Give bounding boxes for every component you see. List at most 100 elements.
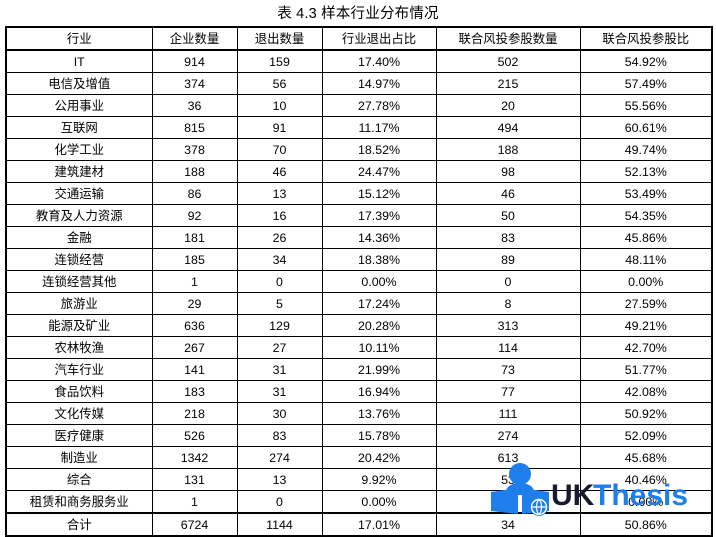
table-row: 制造业 1342 274 20.42% 613 45.68% <box>5 446 713 469</box>
exit-ratio-cell: 0.00% <box>321 490 437 514</box>
industry-cell: 公用事业 <box>5 94 153 117</box>
exit-ratio-cell: 16.94% <box>321 380 437 403</box>
company-count-cell: 526 <box>151 424 238 447</box>
jv-count-cell: 188 <box>435 138 581 161</box>
exit-ratio-cell: 9.92% <box>321 468 437 491</box>
jv-count-cell: 73 <box>435 358 581 381</box>
table-row: 旅游业 29 5 17.24% 8 27.59% <box>5 292 713 315</box>
table-row: IT 914 159 17.40% 502 54.92% <box>5 49 713 73</box>
jv-ratio-cell: 27.59% <box>579 292 713 315</box>
table-row: 连锁经营其他 1 0 0.00% 0 0.00% <box>5 270 713 293</box>
table-header-row: 行业 企业数量 退出数量 行业退出占比 联合风投参股数量 联合风投参股比 <box>5 26 713 51</box>
industry-cell: 合计 <box>5 512 153 537</box>
company-count-cell: 378 <box>151 138 238 161</box>
industry-cell: 农林牧渔 <box>5 336 153 359</box>
table-row: 电信及增值 374 56 14.97% 215 57.49% <box>5 72 713 95</box>
jv-ratio-cell: 0.00% <box>579 490 713 514</box>
column-header-exit-count: 退出数量 <box>236 26 323 51</box>
jv-count-cell: 494 <box>435 116 581 139</box>
exit-ratio-cell: 17.39% <box>321 204 437 227</box>
exit-ratio-cell: 17.40% <box>321 49 437 73</box>
exit-ratio-cell: 20.28% <box>321 314 437 337</box>
jv-ratio-cell: 0.00% <box>579 270 713 293</box>
exit-ratio-cell: 15.78% <box>321 424 437 447</box>
table-container: 行业 企业数量 退出数量 行业退出占比 联合风投参股数量 联合风投参股比 IT 9… <box>5 26 713 537</box>
exit-count-cell: 70 <box>236 138 323 161</box>
exit-ratio-cell: 17.24% <box>321 292 437 315</box>
jv-count-cell: 8 <box>435 292 581 315</box>
industry-cell: 交通运输 <box>5 182 153 205</box>
industry-cell: 连锁经营 <box>5 248 153 271</box>
industry-cell: 综合 <box>5 468 153 491</box>
jv-count-cell: 53 <box>435 468 581 491</box>
industry-cell: 制造业 <box>5 446 153 469</box>
jv-ratio-cell: 50.92% <box>579 402 713 425</box>
company-count-cell: 914 <box>151 49 238 73</box>
company-count-cell: 141 <box>151 358 238 381</box>
industry-cell: 建筑建材 <box>5 160 153 183</box>
exit-ratio-cell: 24.47% <box>321 160 437 183</box>
exit-count-cell: 46 <box>236 160 323 183</box>
exit-count-cell: 159 <box>236 49 323 73</box>
industry-cell: 互联网 <box>5 116 153 139</box>
table-total-row: 合计 6724 1144 17.01% 34 50.86% <box>5 512 713 537</box>
industry-cell: 连锁经营其他 <box>5 270 153 293</box>
table-row: 公用事业 36 10 27.78% 20 55.56% <box>5 94 713 117</box>
exit-count-cell: 31 <box>236 358 323 381</box>
jv-ratio-cell: 54.92% <box>579 49 713 73</box>
column-header-company-count: 企业数量 <box>151 26 238 51</box>
jv-ratio-cell: 42.70% <box>579 336 713 359</box>
company-count-cell: 6724 <box>151 512 238 537</box>
jv-count-cell: 111 <box>435 402 581 425</box>
exit-count-cell: 91 <box>236 116 323 139</box>
company-count-cell: 815 <box>151 116 238 139</box>
table-row: 医疗健康 526 83 15.78% 274 52.09% <box>5 424 713 447</box>
table-row: 食品饮料 183 31 16.94% 77 42.08% <box>5 380 713 403</box>
table-row: 文化传媒 218 30 13.76% 111 50.92% <box>5 402 713 425</box>
exit-count-cell: 34 <box>236 248 323 271</box>
industry-cell: 教育及人力资源 <box>5 204 153 227</box>
exit-ratio-cell: 17.01% <box>321 512 437 537</box>
exit-count-cell: 5 <box>236 292 323 315</box>
jv-count-cell: 50 <box>435 204 581 227</box>
jv-count-cell: 77 <box>435 380 581 403</box>
table-row: 综合 131 13 9.92% 53 40.46% <box>5 468 713 491</box>
industry-cell: 医疗健康 <box>5 424 153 447</box>
exit-count-cell: 16 <box>236 204 323 227</box>
company-count-cell: 131 <box>151 468 238 491</box>
jv-ratio-cell: 45.68% <box>579 446 713 469</box>
jv-count-cell: 0 <box>435 490 581 514</box>
jv-ratio-cell: 52.09% <box>579 424 713 447</box>
jv-ratio-cell: 42.08% <box>579 380 713 403</box>
industry-cell: 文化传媒 <box>5 402 153 425</box>
exit-ratio-cell: 0.00% <box>321 270 437 293</box>
industry-cell: 化学工业 <box>5 138 153 161</box>
jv-ratio-cell: 40.46% <box>579 468 713 491</box>
table-row: 教育及人力资源 92 16 17.39% 50 54.35% <box>5 204 713 227</box>
table-header: 行业 企业数量 退出数量 行业退出占比 联合风投参股数量 联合风投参股比 <box>5 26 713 51</box>
table-row: 建筑建材 188 46 24.47% 98 52.13% <box>5 160 713 183</box>
company-count-cell: 267 <box>151 336 238 359</box>
jv-ratio-cell: 45.86% <box>579 226 713 249</box>
jv-count-cell: 46 <box>435 182 581 205</box>
jv-ratio-cell: 60.61% <box>579 116 713 139</box>
industry-cell: 租赁和商务服务业 <box>5 490 153 514</box>
exit-count-cell: 31 <box>236 380 323 403</box>
company-count-cell: 636 <box>151 314 238 337</box>
jv-count-cell: 114 <box>435 336 581 359</box>
table-row: 化学工业 378 70 18.52% 188 49.74% <box>5 138 713 161</box>
table-row: 交通运输 86 13 15.12% 46 53.49% <box>5 182 713 205</box>
exit-count-cell: 129 <box>236 314 323 337</box>
page-title: 表 4.3 样本行业分布情况 <box>277 6 439 22</box>
company-count-cell: 181 <box>151 226 238 249</box>
exit-ratio-cell: 18.52% <box>321 138 437 161</box>
table-row: 农林牧渔 267 27 10.11% 114 42.70% <box>5 336 713 359</box>
jv-count-cell: 613 <box>435 446 581 469</box>
table-row: 连锁经营 185 34 18.38% 89 48.11% <box>5 248 713 271</box>
exit-count-cell: 83 <box>236 424 323 447</box>
column-header-exit-ratio: 行业退出占比 <box>321 26 437 51</box>
company-count-cell: 183 <box>151 380 238 403</box>
jv-count-cell: 0 <box>435 270 581 293</box>
exit-count-cell: 10 <box>236 94 323 117</box>
industry-distribution-table: 行业 企业数量 退出数量 行业退出占比 联合风投参股数量 联合风投参股比 IT 9… <box>5 26 713 537</box>
